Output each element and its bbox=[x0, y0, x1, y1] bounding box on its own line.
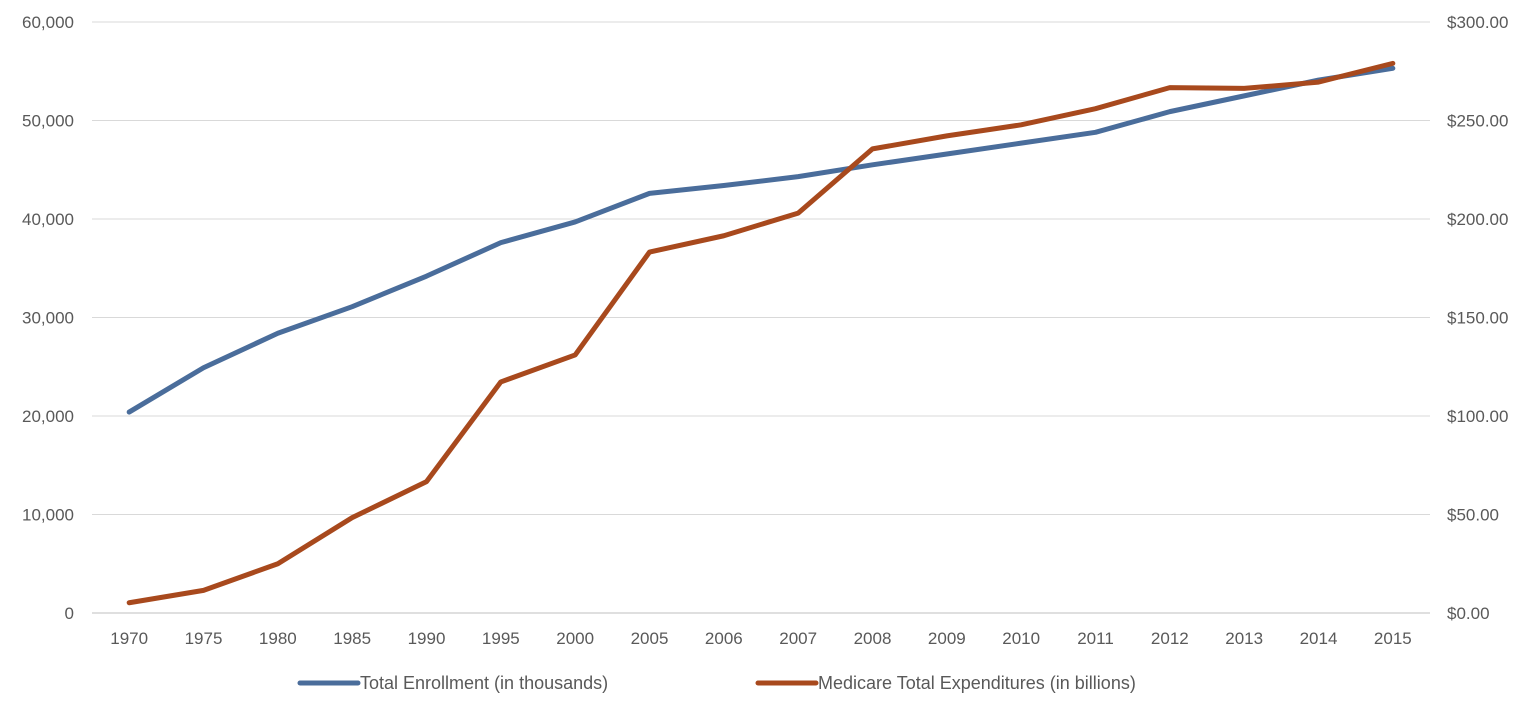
x-axis-tick-label: 2006 bbox=[705, 629, 743, 648]
x-axis-tick-label: 2000 bbox=[556, 629, 594, 648]
left-axis-tick-label: 10,000 bbox=[22, 506, 74, 525]
left-axis: 0 10,000 20,000 30,000 40,000 50,000 60,000 bbox=[22, 13, 74, 623]
series-line bbox=[126, 60, 1396, 606]
x-axis-tick-label: 2010 bbox=[1002, 629, 1040, 648]
series-lines bbox=[126, 60, 1396, 606]
x-axis: 1970 1975 1980 1985 1990 1995 2000 2005 2006 2007… bbox=[110, 629, 1411, 648]
x-axis-tick-label: 1995 bbox=[482, 629, 520, 648]
x-axis-tick-label: 2011 bbox=[1077, 629, 1114, 648]
legend: Total Enrollment (in thousands) Medicare … bbox=[297, 673, 1136, 693]
right-axis-tick-label: $50.00 bbox=[1447, 506, 1499, 525]
x-axis-tick-label: 2015 bbox=[1374, 629, 1412, 648]
x-axis-tick-label: 2013 bbox=[1225, 629, 1263, 648]
right-axis: $0.00 $50.00 $100.00 $150.00 $200.00 $250.00 $… bbox=[1447, 13, 1508, 623]
right-axis-tick-label: $100.00 bbox=[1447, 407, 1508, 426]
x-axis-tick-label: 1970 bbox=[110, 629, 148, 648]
x-axis-tick-label: 1980 bbox=[259, 629, 297, 648]
x-axis-tick-label: 2005 bbox=[631, 629, 669, 648]
x-axis-tick-label: 2009 bbox=[928, 629, 966, 648]
x-axis-tick-label: 2012 bbox=[1151, 629, 1189, 648]
right-axis-tick-label: $0.00 bbox=[1447, 604, 1490, 623]
left-axis-tick-label: 40,000 bbox=[22, 210, 74, 229]
x-axis-tick-label: 2014 bbox=[1300, 629, 1338, 648]
x-axis-tick-label: 1975 bbox=[185, 629, 223, 648]
gridlines bbox=[92, 21, 1430, 614]
left-axis-tick-label: 50,000 bbox=[22, 112, 74, 131]
left-axis-tick-label: 30,000 bbox=[22, 309, 74, 328]
left-axis-tick-label: 20,000 bbox=[22, 407, 74, 426]
x-axis-tick-label: 2008 bbox=[854, 629, 892, 648]
series-line bbox=[126, 65, 1396, 415]
x-axis-tick-label: 1985 bbox=[333, 629, 371, 648]
x-axis-tick-label: 2007 bbox=[779, 629, 817, 648]
x-axis-tick-label: 1990 bbox=[408, 629, 446, 648]
legend-label: Total Enrollment (in thousands) bbox=[360, 673, 608, 693]
right-axis-tick-label: $200.00 bbox=[1447, 210, 1508, 229]
left-axis-tick-label: 60,000 bbox=[22, 13, 74, 32]
right-axis-tick-label: $150.00 bbox=[1447, 309, 1508, 328]
right-axis-tick-label: $250.00 bbox=[1447, 112, 1508, 131]
legend-label: Medicare Total Expenditures (in billions… bbox=[818, 673, 1136, 693]
right-axis-tick-label: $300.00 bbox=[1447, 13, 1508, 32]
left-axis-tick-label: 0 bbox=[65, 604, 74, 623]
